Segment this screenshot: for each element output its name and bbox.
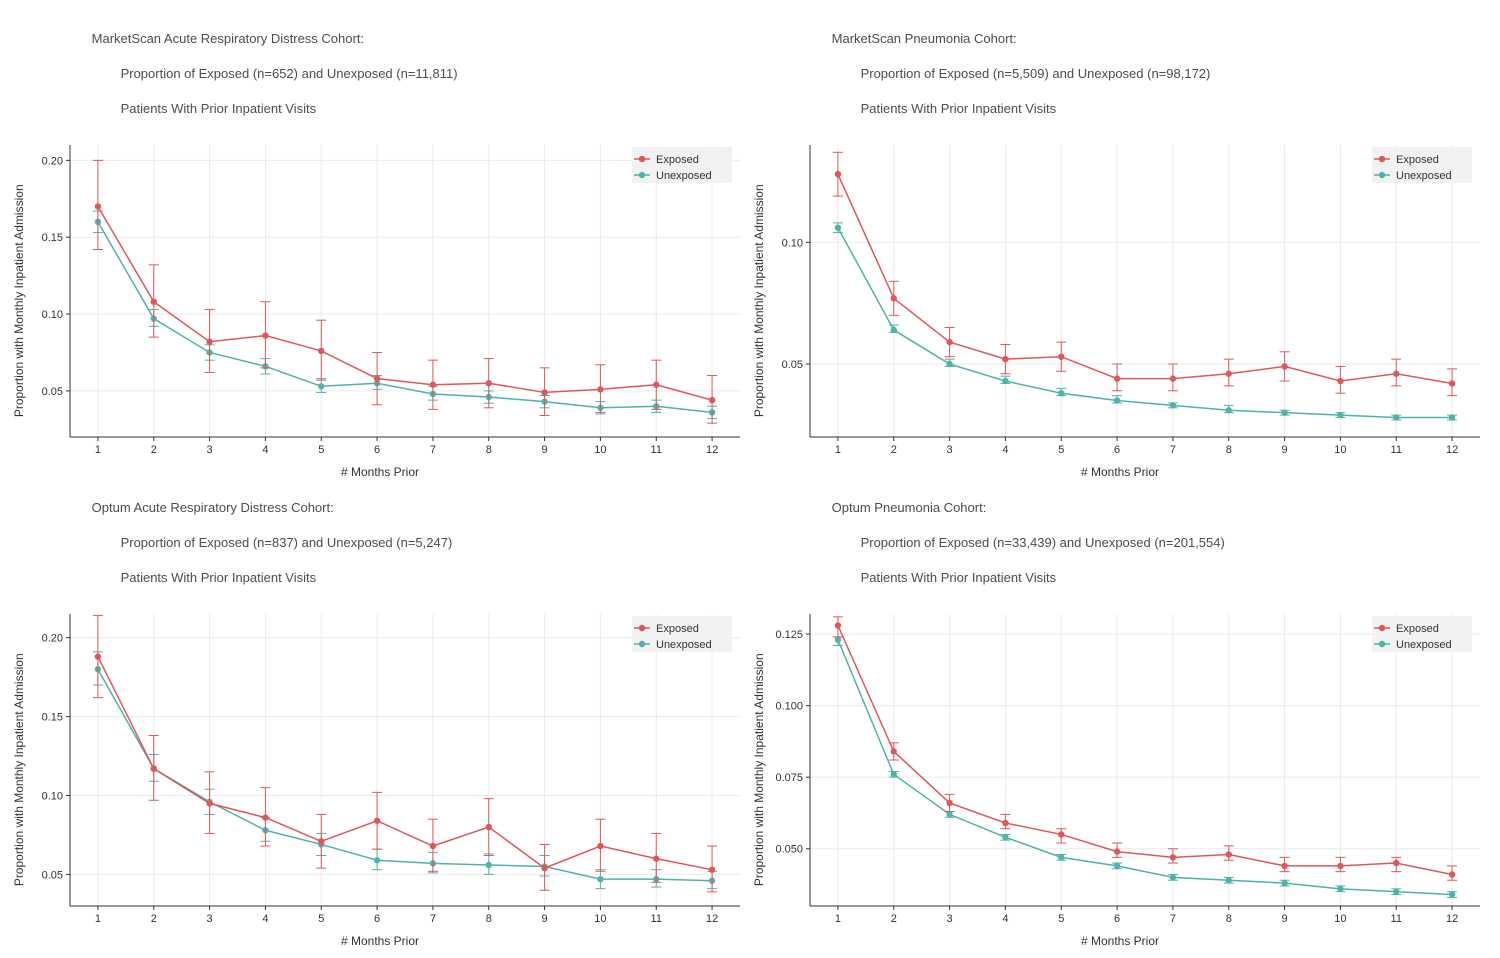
svg-text:12: 12 <box>1446 444 1458 456</box>
svg-text:0.05: 0.05 <box>42 869 63 881</box>
svg-text:5: 5 <box>1058 444 1064 456</box>
y-axis-label: Proportion with Monthly Inpatient Admiss… <box>750 608 768 932</box>
svg-text:10: 10 <box>594 444 606 456</box>
svg-text:Exposed: Exposed <box>1396 154 1439 166</box>
panel-title: MarketScan Acute Respiratory Distress Co… <box>10 10 750 139</box>
svg-text:11: 11 <box>1391 913 1402 925</box>
svg-text:Unexposed: Unexposed <box>656 639 712 651</box>
svg-text:0.125: 0.125 <box>775 629 803 641</box>
svg-text:3: 3 <box>207 913 213 925</box>
svg-text:Unexposed: Unexposed <box>656 170 712 182</box>
svg-text:0.05: 0.05 <box>782 359 803 371</box>
svg-text:11: 11 <box>1391 444 1402 456</box>
svg-text:0.20: 0.20 <box>42 633 63 645</box>
svg-text:5: 5 <box>318 913 324 925</box>
svg-text:5: 5 <box>1058 913 1064 925</box>
svg-text:0.075: 0.075 <box>775 772 803 784</box>
svg-text:0.10: 0.10 <box>782 237 803 249</box>
plot-area: 0.050.100.150.20123456789101112ExposedUn… <box>28 139 750 463</box>
svg-text:12: 12 <box>706 913 718 925</box>
svg-text:Unexposed: Unexposed <box>1396 170 1452 182</box>
svg-text:12: 12 <box>706 444 718 456</box>
svg-text:9: 9 <box>542 444 548 456</box>
svg-text:Exposed: Exposed <box>656 154 699 166</box>
svg-text:2: 2 <box>151 444 157 456</box>
svg-text:0.100: 0.100 <box>775 700 803 712</box>
svg-text:9: 9 <box>542 913 548 925</box>
svg-text:6: 6 <box>374 913 380 925</box>
svg-text:8: 8 <box>486 444 492 456</box>
plot-area: 0.050.10123456789101112ExposedUnexposed <box>768 139 1490 463</box>
svg-text:0.05: 0.05 <box>42 386 63 398</box>
svg-text:6: 6 <box>1114 913 1120 925</box>
svg-text:0.10: 0.10 <box>42 309 63 321</box>
svg-text:4: 4 <box>262 444 268 456</box>
svg-text:7: 7 <box>1170 913 1176 925</box>
svg-text:9: 9 <box>1282 913 1288 925</box>
plot-area: 0.050.100.150.20123456789101112ExposedUn… <box>28 608 750 932</box>
svg-text:1: 1 <box>95 913 101 925</box>
svg-text:0.15: 0.15 <box>42 711 63 723</box>
svg-text:8: 8 <box>486 913 492 925</box>
svg-text:9: 9 <box>1282 444 1288 456</box>
x-axis-label: # Months Prior <box>10 932 750 948</box>
svg-text:7: 7 <box>1170 444 1176 456</box>
svg-text:10: 10 <box>1334 913 1346 925</box>
x-axis-label: # Months Prior <box>10 463 750 479</box>
svg-text:5: 5 <box>318 444 324 456</box>
svg-text:3: 3 <box>207 444 213 456</box>
svg-text:Unexposed: Unexposed <box>1396 639 1452 651</box>
svg-text:1: 1 <box>835 913 841 925</box>
panel-ms-pneu: MarketScan Pneumonia Cohort: Proportion … <box>750 10 1490 479</box>
panel-title: MarketScan Pneumonia Cohort: Proportion … <box>750 10 1490 139</box>
svg-text:12: 12 <box>1446 913 1458 925</box>
svg-text:6: 6 <box>374 444 380 456</box>
svg-text:2: 2 <box>891 913 897 925</box>
svg-text:7: 7 <box>430 913 436 925</box>
svg-text:1: 1 <box>95 444 101 456</box>
svg-text:0.15: 0.15 <box>42 232 63 244</box>
svg-text:10: 10 <box>594 913 606 925</box>
svg-text:4: 4 <box>262 913 268 925</box>
x-axis-label: # Months Prior <box>750 932 1490 948</box>
panel-op-ards: Optum Acute Respiratory Distress Cohort:… <box>10 479 750 948</box>
svg-text:Exposed: Exposed <box>1396 623 1439 635</box>
svg-text:11: 11 <box>651 444 662 456</box>
chart-grid: MarketScan Acute Respiratory Distress Co… <box>10 10 1490 948</box>
svg-text:0.10: 0.10 <box>42 790 63 802</box>
plot-area: 0.0500.0750.1000.125123456789101112Expos… <box>768 608 1490 932</box>
y-axis-label: Proportion with Monthly Inpatient Admiss… <box>10 139 28 463</box>
svg-text:2: 2 <box>891 444 897 456</box>
svg-text:0.050: 0.050 <box>775 844 803 856</box>
svg-text:3: 3 <box>947 913 953 925</box>
svg-text:4: 4 <box>1002 913 1008 925</box>
panel-title: Optum Acute Respiratory Distress Cohort:… <box>10 479 750 608</box>
panel-op-pneu: Optum Pneumonia Cohort: Proportion of Ex… <box>750 479 1490 948</box>
svg-text:Exposed: Exposed <box>656 623 699 635</box>
y-axis-label: Proportion with Monthly Inpatient Admiss… <box>10 608 28 932</box>
svg-text:8: 8 <box>1226 913 1232 925</box>
panel-ms-ards: MarketScan Acute Respiratory Distress Co… <box>10 10 750 479</box>
y-axis-label: Proportion with Monthly Inpatient Admiss… <box>750 139 768 463</box>
svg-text:4: 4 <box>1002 444 1008 456</box>
svg-text:0.20: 0.20 <box>42 155 63 167</box>
svg-text:6: 6 <box>1114 444 1120 456</box>
svg-text:10: 10 <box>1334 444 1346 456</box>
svg-text:11: 11 <box>651 913 662 925</box>
svg-text:3: 3 <box>947 444 953 456</box>
svg-text:1: 1 <box>835 444 841 456</box>
svg-text:7: 7 <box>430 444 436 456</box>
svg-text:8: 8 <box>1226 444 1232 456</box>
panel-title: Optum Pneumonia Cohort: Proportion of Ex… <box>750 479 1490 608</box>
svg-text:2: 2 <box>151 913 157 925</box>
x-axis-label: # Months Prior <box>750 463 1490 479</box>
